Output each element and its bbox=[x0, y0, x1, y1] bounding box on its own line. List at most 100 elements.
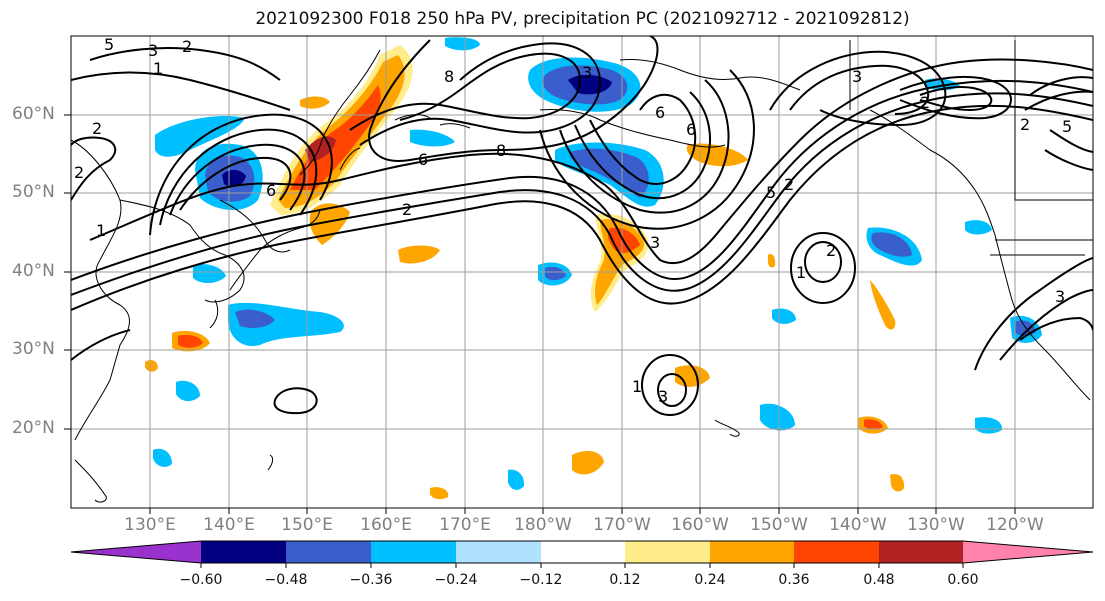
positive-anomaly-area bbox=[864, 419, 883, 430]
contour-label: 3 bbox=[658, 387, 668, 406]
colorbar-segment bbox=[794, 541, 879, 563]
contour-label: 5 bbox=[766, 183, 776, 202]
positive-anomaly-area bbox=[870, 280, 896, 330]
pv-contour bbox=[1044, 129, 1093, 171]
pv-contour bbox=[641, 354, 699, 416]
contour-label: 6 bbox=[686, 120, 696, 139]
contour-label: 1 bbox=[632, 377, 642, 396]
pv-contour bbox=[804, 241, 842, 283]
pv-contour bbox=[359, 42, 602, 146]
pv-contour bbox=[974, 257, 1093, 371]
colorbar-tick-label: −0.60 bbox=[179, 572, 223, 588]
negative-anomaly-area bbox=[508, 469, 525, 490]
colorbar-segment bbox=[879, 541, 963, 563]
contour-label: 2 bbox=[402, 200, 412, 219]
contour-label: 3 bbox=[582, 63, 592, 82]
colorbar-tick-label: 0.36 bbox=[778, 572, 810, 588]
negative-anomaly-area bbox=[235, 309, 275, 328]
positive-anomaly-area bbox=[309, 203, 350, 245]
pv-contours bbox=[71, 36, 1093, 416]
pv-contour bbox=[71, 71, 291, 111]
colorbar-tick-label: −0.36 bbox=[349, 572, 393, 588]
contour-label: 5 bbox=[104, 35, 114, 54]
positive-anomaly-area bbox=[290, 85, 381, 190]
lon-label: 130°E bbox=[124, 515, 176, 535]
pv-contour bbox=[657, 373, 687, 407]
positive-anomaly-area bbox=[178, 334, 203, 348]
pv-contour bbox=[89, 47, 281, 81]
pv-contour bbox=[899, 76, 1012, 120]
lat-label: 40°N bbox=[12, 261, 55, 281]
map-title: 2021092300 F018 250 hPa PV, precipitatio… bbox=[255, 9, 910, 29]
positive-anomaly-area bbox=[767, 254, 776, 268]
contour-label: 2 bbox=[920, 93, 930, 112]
colorbar-segment bbox=[963, 541, 1093, 563]
pv-contour bbox=[159, 128, 318, 226]
colorbar-tick-label: 0.60 bbox=[947, 572, 979, 588]
colorbar-segment bbox=[371, 541, 456, 563]
negative-anomaly-area bbox=[871, 232, 912, 257]
colorbar-segment bbox=[286, 541, 371, 563]
pv-contour bbox=[89, 58, 1093, 265]
positive-anomaly-area bbox=[686, 143, 748, 167]
colorbar-tick-label: 0.24 bbox=[694, 572, 726, 588]
lon-label: 140°W bbox=[829, 515, 887, 535]
negative-anomaly-area bbox=[193, 264, 226, 284]
pv-contour bbox=[71, 136, 117, 201]
colorbar-tick-label: −0.24 bbox=[434, 572, 478, 588]
lon-label: 170°E bbox=[439, 515, 491, 535]
lon-label: 170°W bbox=[593, 515, 651, 535]
lon-label: 120°W bbox=[986, 515, 1044, 535]
pv-contour bbox=[789, 64, 930, 115]
pv-contour bbox=[574, 91, 711, 200]
lon-label: 160°W bbox=[671, 515, 729, 535]
colorbar-segment bbox=[201, 541, 286, 563]
positive-anomaly-area bbox=[572, 450, 604, 475]
contour-label: 2 bbox=[1020, 115, 1030, 134]
contour-labels: 5 3 2 1 2 2 1 6 2 8 6 8 3 6 6 5 2 1 2 3 … bbox=[74, 35, 1072, 406]
contour-label: 8 bbox=[496, 141, 506, 160]
contour-label: 2 bbox=[182, 37, 192, 56]
coastlines bbox=[71, 40, 1093, 503]
colorbar-tick-label: 0.12 bbox=[609, 572, 641, 588]
lon-label: 160°E bbox=[360, 515, 412, 535]
pv-contour bbox=[149, 113, 333, 236]
colorbar-tick-label: 0.48 bbox=[863, 572, 895, 588]
pv-contour bbox=[1024, 76, 1093, 111]
pv-contour bbox=[71, 329, 131, 361]
pv-contour bbox=[539, 69, 755, 230]
positive-anomaly-area bbox=[890, 474, 905, 492]
contour-label: 3 bbox=[148, 41, 158, 60]
contour-label: 1 bbox=[796, 263, 806, 282]
contour-label: 1 bbox=[96, 221, 106, 240]
negative-anomaly-area bbox=[975, 417, 1003, 434]
negative-anomaly-area bbox=[222, 169, 246, 187]
negative-anomaly-area bbox=[153, 448, 172, 467]
lat-label: 30°N bbox=[12, 339, 55, 359]
negative-anomaly-area bbox=[410, 129, 455, 147]
pv-contour bbox=[559, 79, 730, 214]
pv-contour bbox=[71, 79, 1093, 281]
negative-anomaly-area bbox=[965, 220, 992, 235]
contour-label: 3 bbox=[1055, 287, 1065, 306]
positive-anomaly-area bbox=[145, 360, 158, 372]
pv-contour bbox=[179, 156, 292, 211]
pv-contour bbox=[349, 52, 582, 131]
lat-label: 20°N bbox=[12, 418, 55, 438]
colorbar-segment bbox=[625, 541, 710, 563]
colorbar-segment bbox=[541, 541, 625, 563]
pv-contour bbox=[368, 36, 659, 162]
pv-contour bbox=[71, 104, 1093, 311]
colorbar-segment bbox=[710, 541, 794, 563]
lon-label: 130°W bbox=[907, 515, 965, 535]
contour-label: 1 bbox=[153, 59, 163, 78]
contour-label: 2 bbox=[92, 119, 102, 138]
contour-label: 5 bbox=[1062, 117, 1072, 136]
lat-label: 60°N bbox=[12, 104, 55, 124]
contour-label: 2 bbox=[74, 163, 84, 182]
contour-label: 6 bbox=[655, 103, 665, 122]
pv-contour bbox=[169, 143, 306, 216]
lon-label: 180°W bbox=[514, 515, 572, 535]
